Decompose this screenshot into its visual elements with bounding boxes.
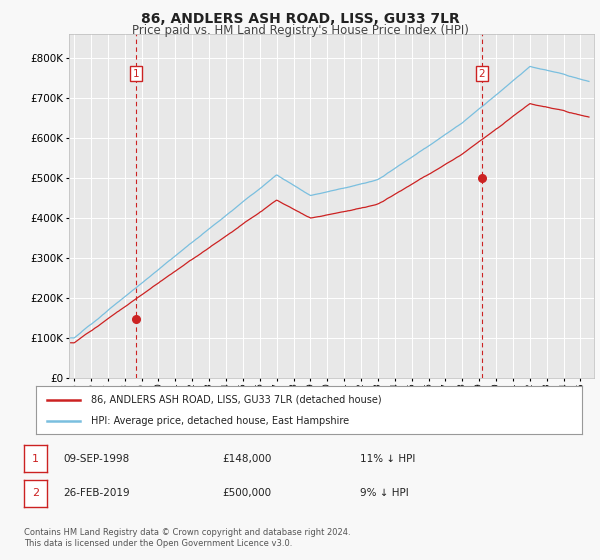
Text: 86, ANDLERS ASH ROAD, LISS, GU33 7LR: 86, ANDLERS ASH ROAD, LISS, GU33 7LR xyxy=(140,12,460,26)
Text: 1: 1 xyxy=(133,69,140,78)
Text: 9% ↓ HPI: 9% ↓ HPI xyxy=(360,488,409,498)
Text: Price paid vs. HM Land Registry's House Price Index (HPI): Price paid vs. HM Land Registry's House … xyxy=(131,24,469,36)
Text: £500,000: £500,000 xyxy=(222,488,271,498)
Text: 2: 2 xyxy=(478,69,485,78)
Text: 26-FEB-2019: 26-FEB-2019 xyxy=(63,488,130,498)
Text: Contains HM Land Registry data © Crown copyright and database right 2024.
This d: Contains HM Land Registry data © Crown c… xyxy=(24,528,350,548)
Text: 2: 2 xyxy=(32,488,39,498)
Text: 86, ANDLERS ASH ROAD, LISS, GU33 7LR (detached house): 86, ANDLERS ASH ROAD, LISS, GU33 7LR (de… xyxy=(91,395,381,405)
Text: HPI: Average price, detached house, East Hampshire: HPI: Average price, detached house, East… xyxy=(91,416,349,426)
Text: 1: 1 xyxy=(32,454,39,464)
Text: 09-SEP-1998: 09-SEP-1998 xyxy=(63,454,129,464)
Text: 11% ↓ HPI: 11% ↓ HPI xyxy=(360,454,415,464)
Text: £148,000: £148,000 xyxy=(222,454,271,464)
